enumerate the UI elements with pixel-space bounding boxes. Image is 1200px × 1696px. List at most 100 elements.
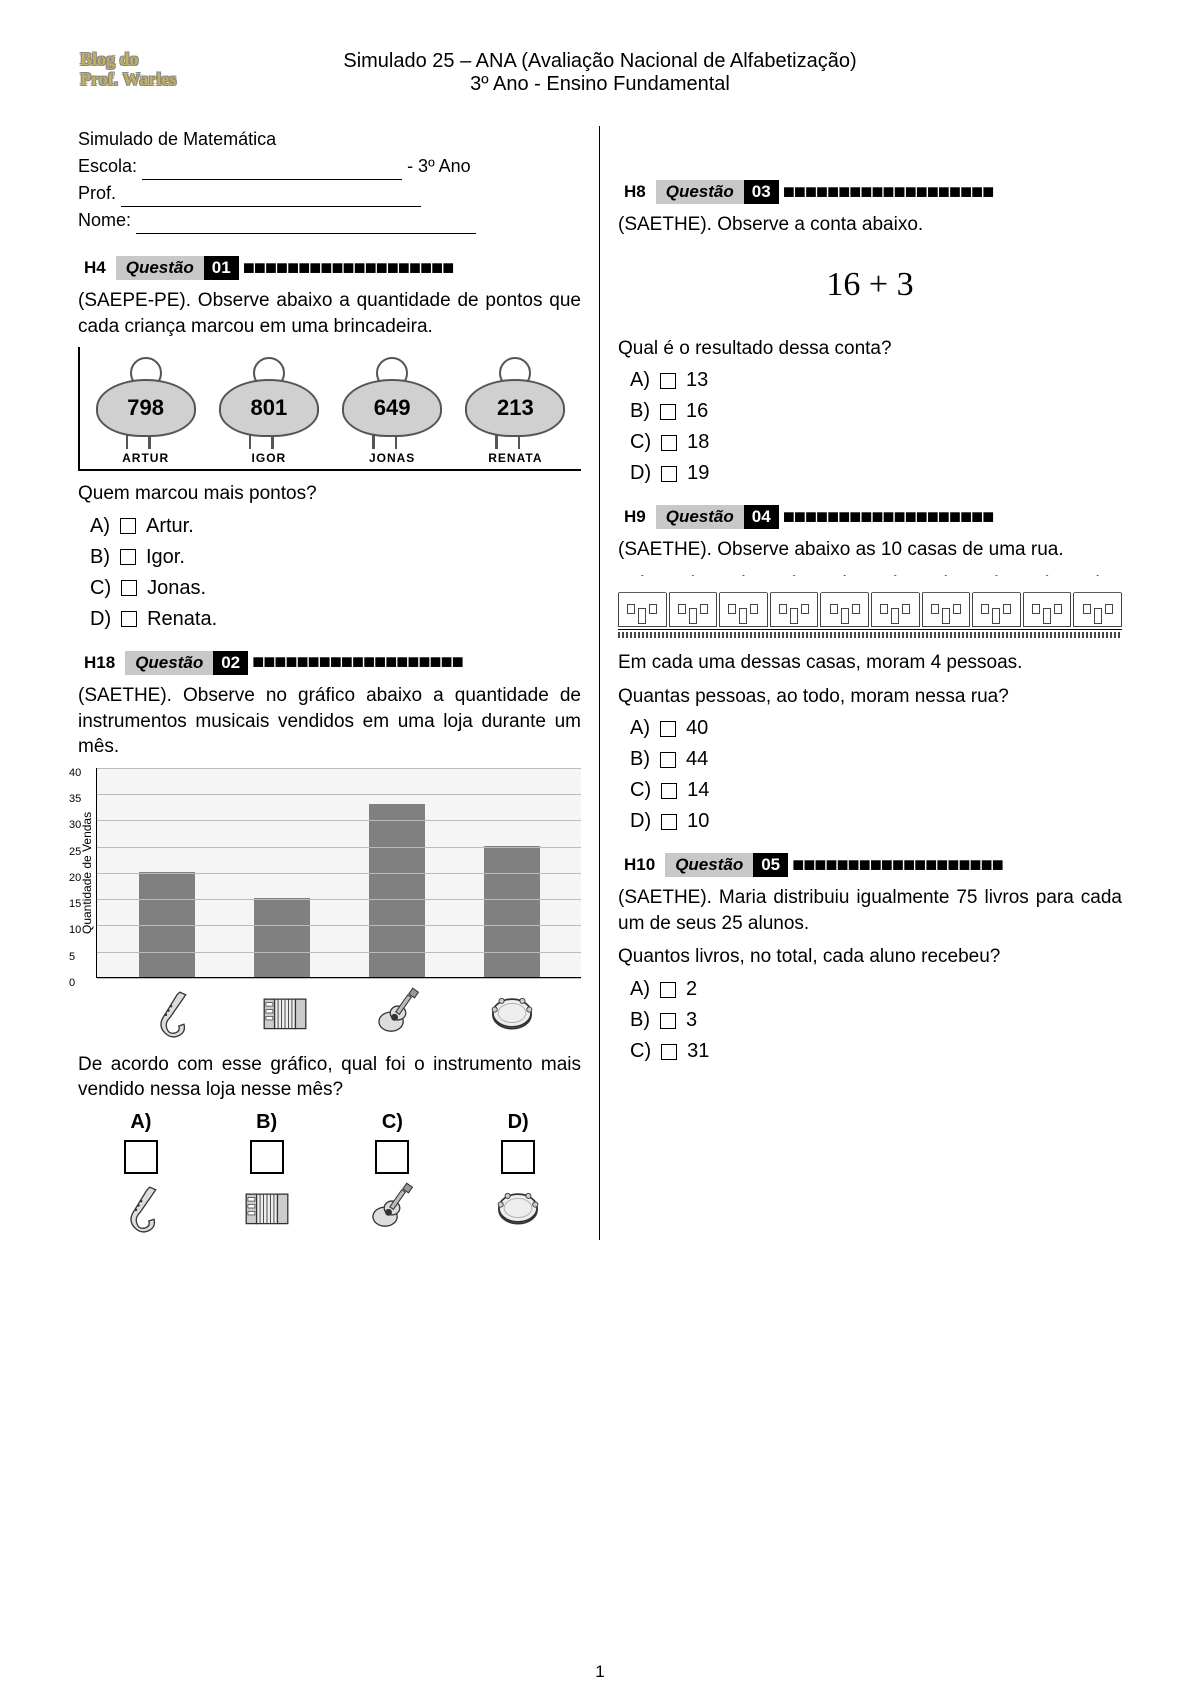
sax-icon: [114, 1182, 168, 1234]
house-icon: [972, 575, 1021, 627]
house-icon: [871, 575, 920, 627]
logo-line2: Prof. Warles: [80, 70, 176, 90]
checkbox-icon[interactable]: [660, 752, 676, 768]
q1-options: A) Artur. B) Igor. C) Jonas. D) Renata.: [90, 515, 581, 631]
kid-jonas: 649 JONAS: [337, 357, 447, 465]
right-column: H8 Questão 03 ■■■■■■■■■■■■■■■■■■■ (SAETH…: [600, 126, 1140, 1240]
q4-option-a: A) 40: [630, 717, 1122, 740]
q3-ask: Qual é o resultado dessa conta?: [618, 336, 1122, 362]
q5-option-c: C) 31: [630, 1040, 1122, 1063]
label-ano: - 3º Ano: [407, 156, 471, 176]
q1-text: (SAEPE-PE). Observe abaixo a quantidade …: [78, 288, 581, 339]
checkbox-icon[interactable]: [121, 580, 137, 596]
field-escola[interactable]: [142, 164, 402, 180]
q4-label: Questão: [656, 505, 744, 529]
checkbox-icon[interactable]: [121, 611, 137, 627]
q2-dashes: ■■■■■■■■■■■■■■■■■■■: [248, 651, 581, 674]
chart-bar: [254, 898, 310, 977]
checkbox-icon[interactable]: [661, 435, 677, 451]
house-icon: [922, 575, 971, 627]
checkbox-icon[interactable]: [660, 982, 676, 998]
header: Simulado 25 – ANA (Avaliação Nacional de…: [60, 50, 1140, 96]
q3-expression: 16 + 3: [618, 266, 1122, 304]
q5-label: Questão: [665, 853, 753, 877]
tambourine-icon: [491, 1182, 545, 1234]
house-icon: [618, 575, 667, 627]
q3-option-b: B) 16: [630, 400, 1122, 423]
q2-option-c: C): [342, 1111, 442, 1240]
checkbox-icon[interactable]: [124, 1140, 158, 1174]
house-icon: [669, 575, 718, 627]
checkbox-icon[interactable]: [660, 373, 676, 389]
q3-dashes: ■■■■■■■■■■■■■■■■■■■: [779, 181, 1122, 204]
q5-option-a: A) 2: [630, 978, 1122, 1001]
checkbox-icon[interactable]: [660, 404, 676, 420]
q1-header: H4 Questão 01 ■■■■■■■■■■■■■■■■■■■: [78, 256, 581, 280]
checkbox-icon[interactable]: [661, 783, 677, 799]
q2-ask: De acordo com esse gráfico, qual foi o i…: [78, 1052, 581, 1103]
checkbox-icon[interactable]: [501, 1140, 535, 1174]
q5-header: H10 Questão 05 ■■■■■■■■■■■■■■■■■■■: [618, 853, 1122, 877]
page-number: 1: [595, 1662, 604, 1682]
q2-text: (SAETHE). Observe no gráfico abaixo a qu…: [78, 683, 581, 760]
kid-artur: 798 ARTUR: [91, 357, 201, 465]
q5-text: (SAETHE). Maria distribuiu igualmente 75…: [618, 885, 1122, 936]
guitar-icon: [370, 988, 426, 1038]
q1-label: Questão: [116, 256, 204, 280]
checkbox-icon[interactable]: [375, 1140, 409, 1174]
checkbox-icon[interactable]: [661, 466, 677, 482]
q4-options: A) 40 B) 44 C) 14 D) 10: [630, 717, 1122, 833]
chart-x-icons: [78, 982, 581, 1038]
field-nome[interactable]: [136, 218, 476, 234]
house-icon: [1073, 575, 1122, 627]
q5-hcode: H10: [618, 853, 661, 877]
q2-answers: A) B) C) D): [78, 1111, 581, 1240]
q5-ask: Quantos livros, no total, cada aluno rec…: [618, 944, 1122, 970]
checkbox-icon[interactable]: [660, 1013, 676, 1029]
q1-option-a: A) Artur.: [90, 515, 581, 538]
sax-icon: [143, 988, 199, 1038]
label-nome: Nome:: [78, 210, 131, 230]
q1-option-d: D) Renata.: [90, 608, 581, 631]
checkbox-icon[interactable]: [661, 1044, 677, 1060]
q3-option-c: C) 18: [630, 431, 1122, 454]
q3-hcode: H8: [618, 180, 652, 204]
q1-option-c: C) Jonas.: [90, 577, 581, 600]
checkbox-icon[interactable]: [661, 814, 677, 830]
q4-option-d: D) 10: [630, 810, 1122, 833]
house-icon: [719, 575, 768, 627]
accordion-icon: [240, 1182, 294, 1234]
chart-bar: [139, 872, 195, 977]
q1-option-b: B) Igor.: [90, 546, 581, 569]
kid-renata: 213 RENATA: [460, 357, 570, 465]
q5-options: A) 2 B) 3 C) 31: [630, 978, 1122, 1063]
q2-header: H18 Questão 02 ■■■■■■■■■■■■■■■■■■■: [78, 651, 581, 675]
q4-option-c: C) 14: [630, 779, 1122, 802]
chart-area: 0 5 10 15 20 25 30 35 40: [96, 768, 581, 978]
q3-header: H8 Questão 03 ■■■■■■■■■■■■■■■■■■■: [618, 180, 1122, 204]
q2-hcode: H18: [78, 651, 121, 675]
worksheet-page: Blog do Prof. Warles Simulado 25 – ANA (…: [0, 0, 1200, 1696]
header-subtitle: 3º Ano - Ensino Fundamental: [60, 73, 1140, 96]
house-icon: [770, 575, 819, 627]
label-prof: Prof.: [78, 183, 116, 203]
q4-header: H9 Questão 04 ■■■■■■■■■■■■■■■■■■■: [618, 505, 1122, 529]
q4-ask: Quantas pessoas, ao todo, moram nessa ru…: [618, 684, 1122, 710]
q4-option-b: B) 44: [630, 748, 1122, 771]
q5-dashes: ■■■■■■■■■■■■■■■■■■■: [788, 854, 1122, 877]
field-prof[interactable]: [121, 191, 421, 207]
q3-option-d: D) 19: [630, 462, 1122, 485]
info-title: Simulado de Matemática: [78, 126, 581, 153]
q1-figure: 798 ARTUR 801 IGOR 649 JONAS: [78, 347, 581, 471]
q3-text: (SAETHE). Observe a conta abaixo.: [618, 212, 1122, 238]
logo: Blog do Prof. Warles: [80, 50, 176, 90]
checkbox-icon[interactable]: [120, 549, 136, 565]
header-title: Simulado 25 – ANA (Avaliação Nacional de…: [60, 50, 1140, 73]
q3-num: 03: [744, 180, 779, 204]
q1-hcode: H4: [78, 256, 112, 280]
q1-ask: Quem marcou mais pontos?: [78, 481, 581, 507]
checkbox-icon[interactable]: [250, 1140, 284, 1174]
checkbox-icon[interactable]: [660, 721, 676, 737]
label-escola: Escola:: [78, 156, 137, 176]
checkbox-icon[interactable]: [120, 518, 136, 534]
